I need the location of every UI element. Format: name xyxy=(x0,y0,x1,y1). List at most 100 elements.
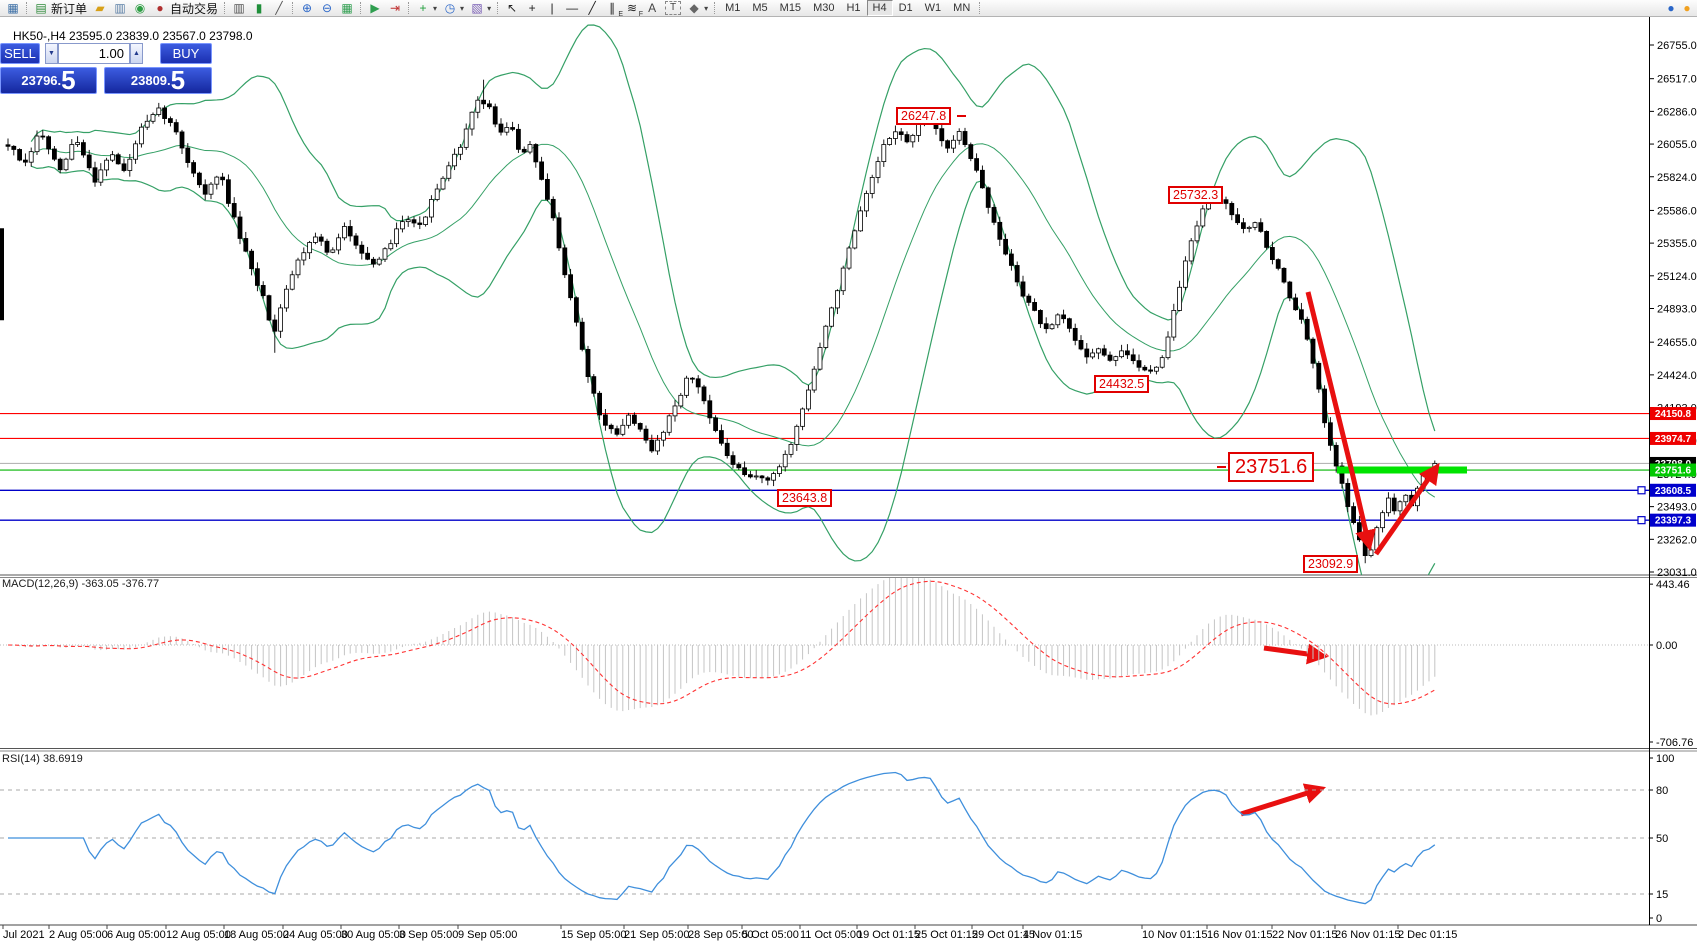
sell-price-display[interactable]: 23796. 5 xyxy=(0,67,97,94)
signal-button[interactable]: ◉ xyxy=(133,1,147,16)
indicators-add-caret[interactable]: ▾ xyxy=(433,3,438,13)
shapes-icon: ◆ xyxy=(689,1,699,15)
price-callout-23092-9[interactable]: 23092.9 xyxy=(1303,555,1359,573)
volume-decrement-button[interactable]: ▼ xyxy=(45,43,58,64)
line-chart-button[interactable]: ╱ xyxy=(272,1,286,16)
rsi-label: RSI(14) 38.6919 xyxy=(2,753,83,765)
svg-text:6 Aug 05:00: 6 Aug 05:00 xyxy=(107,929,166,941)
periods-caret[interactable]: ▾ xyxy=(460,3,465,13)
trendline-button[interactable]: ╱ xyxy=(585,1,599,16)
svg-text:12 Aug 05:00: 12 Aug 05:00 xyxy=(166,929,231,941)
price-callout-25732-3[interactable]: 25732.3 xyxy=(1168,186,1224,204)
status-blue-icon: ● xyxy=(1667,1,1675,15)
fibonacci-button[interactable]: ≋ F xyxy=(625,1,643,18)
equidistant-channel-button[interactable]: ∥ E xyxy=(605,1,623,18)
status-orange-button[interactable]: ● xyxy=(1680,1,1694,16)
svg-text:2 Dec 01:15: 2 Dec 01:15 xyxy=(1398,929,1457,941)
candlestick-chart-button[interactable]: ▮ xyxy=(252,1,266,16)
crosshair-button[interactable]: + xyxy=(525,1,539,16)
svg-text:2 Aug 05:00: 2 Aug 05:00 xyxy=(49,929,108,941)
down-impulse-arrow[interactable] xyxy=(1305,291,1376,552)
trend-arrows[interactable] xyxy=(1240,291,1440,817)
vertical-line-icon: | xyxy=(550,1,554,15)
bar-chart-icon: ▥ xyxy=(233,1,245,15)
timeframe-m30-button[interactable]: M30 xyxy=(813,2,835,14)
shapes-button[interactable]: ◆ ▾ xyxy=(687,1,708,16)
volume-increment-button[interactable]: ▲ xyxy=(130,43,143,64)
svg-text:-706.76: -706.76 xyxy=(1656,737,1693,749)
macd-direction-arrow[interactable] xyxy=(1263,643,1329,665)
price-line-tags: 24150.823974.723798.023751.623608.523397… xyxy=(1637,407,1696,527)
shapes-caret[interactable]: ▾ xyxy=(704,3,709,13)
tile-windows-button[interactable]: ▦ xyxy=(340,1,354,16)
horizontal-line-button[interactable]: — xyxy=(565,1,579,16)
auto-scroll-button[interactable]: ▶ xyxy=(368,1,382,16)
bar-chart-button[interactable]: ▥ xyxy=(232,1,246,16)
svg-text:80: 80 xyxy=(1656,785,1668,797)
timeframe-h1-button[interactable]: H1 xyxy=(846,2,861,14)
new-order-label: 新订单 xyxy=(51,1,88,16)
sell-price-main: 23796 xyxy=(21,73,58,88)
price-callout-24432-5[interactable]: 24432.5 xyxy=(1094,375,1150,393)
cursor-button[interactable]: ↖ xyxy=(505,1,519,16)
svg-text:11 Oct 05:00: 11 Oct 05:00 xyxy=(800,929,862,941)
svg-text:4 Nov 01:15: 4 Nov 01:15 xyxy=(1023,929,1082,941)
autotrade-icon: ● xyxy=(156,1,164,15)
zoom-in-button[interactable]: ⊕ xyxy=(300,1,314,16)
publish-icon: ▥ xyxy=(114,1,126,15)
timeframe-m1-button[interactable]: M1 xyxy=(725,2,741,14)
indicators-add-icon: + xyxy=(419,1,427,15)
publish-button[interactable]: ▥ xyxy=(113,1,127,16)
svg-text:23974.7: 23974.7 xyxy=(1655,434,1692,445)
toolbar-separator xyxy=(292,2,294,14)
toolbar-group: ▥ ▮ ╱ xyxy=(229,1,289,16)
svg-text:3 Sep 05:00: 3 Sep 05:00 xyxy=(399,929,458,941)
svg-text:25824.0: 25824.0 xyxy=(1657,172,1697,184)
svg-text:24 Aug 05:00: 24 Aug 05:00 xyxy=(283,929,348,941)
svg-text:24424.0: 24424.0 xyxy=(1657,370,1697,382)
timeframe-m5-button[interactable]: M5 xyxy=(752,2,768,14)
timeframe-w1-button[interactable]: W1 xyxy=(924,2,942,14)
timeframe-m15-button[interactable]: M15 xyxy=(779,2,802,14)
buy-price-dot: . xyxy=(167,73,171,88)
volume-input[interactable]: 1.00 xyxy=(58,43,130,64)
up-bounce-arrow[interactable] xyxy=(1373,462,1440,556)
toolbar-separator xyxy=(224,2,226,14)
buy-price-main: 23809 xyxy=(130,73,168,88)
price-callout-23751-6[interactable]: 23751.6 xyxy=(1228,452,1315,482)
templates-caret[interactable]: ▾ xyxy=(487,3,492,13)
gold-button[interactable]: ▰ xyxy=(93,1,107,16)
timeframe-mn-button[interactable]: MN xyxy=(953,2,971,14)
new-order-button[interactable]: ▤ 新订单 xyxy=(34,0,87,17)
autotrade-button[interactable]: ● 自动交易 xyxy=(153,0,218,17)
toolbar-group: ⊕ ⊖ ▦ xyxy=(297,1,357,16)
vertical-line-button[interactable]: | xyxy=(545,1,559,16)
text-button[interactable]: A xyxy=(645,1,659,16)
sell-button[interactable]: SELL xyxy=(0,43,40,64)
toolbar-group: ↖ + | — ╱ ∥ E ≋ F A T ◆ ▾ xyxy=(502,1,711,18)
svg-text:23751.6: 23751.6 xyxy=(1655,466,1692,477)
zoom-out-button[interactable]: ⊖ xyxy=(320,1,334,16)
time-axis[interactable]: Jul 2021 2 Aug 05:00 6 Aug 05:00 12 Aug 05:… xyxy=(2,925,1457,941)
status-blue-button[interactable]: ● xyxy=(1664,1,1678,16)
templates-button[interactable]: ▧ ▾ xyxy=(470,1,491,16)
price-callout-26247-8[interactable]: 26247.8 xyxy=(896,107,952,125)
svg-text:18 Aug 05:00: 18 Aug 05:00 xyxy=(224,929,289,941)
text-label-button[interactable]: T xyxy=(665,1,682,15)
chart-window-button[interactable]: ▦ xyxy=(6,1,20,16)
toolbar-group: ▤ 新订单 ▰ ▥ ◉ ● 自动交易 xyxy=(31,0,221,17)
new-order-icon: ▤ xyxy=(35,1,47,15)
buy-price-display[interactable]: 23809. 5 xyxy=(104,67,212,94)
indicators-add-button[interactable]: + ▾ xyxy=(416,1,438,16)
svg-text:23262.0: 23262.0 xyxy=(1657,534,1697,546)
timeframe-h4-button[interactable]: H4 xyxy=(866,0,893,16)
price-callout-23643-8[interactable]: 23643.8 xyxy=(777,489,833,507)
rsi-direction-arrow[interactable] xyxy=(1240,783,1327,817)
buy-button[interactable]: BUY xyxy=(160,43,212,64)
chart-shift-button[interactable]: ⇥ xyxy=(388,1,402,16)
svg-text:9 Sep 05:00: 9 Sep 05:00 xyxy=(458,929,517,941)
periods-button[interactable]: ◷ ▾ xyxy=(443,1,464,16)
bollinger-bands xyxy=(30,24,1436,575)
timeframe-d1-button[interactable]: D1 xyxy=(898,2,913,14)
